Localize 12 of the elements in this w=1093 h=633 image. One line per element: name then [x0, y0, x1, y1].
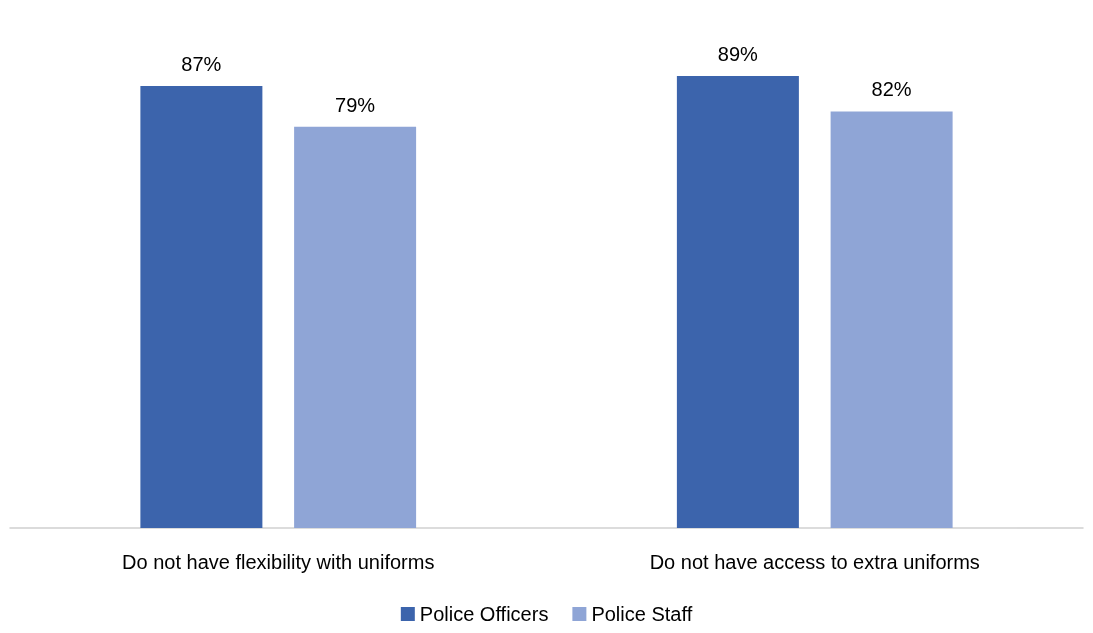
x-tick-label: Do not have access to extra uniforms [649, 551, 980, 573]
bar [294, 126, 417, 528]
data-label: 89% [717, 42, 759, 65]
data-label: 79% [335, 93, 376, 116]
data-label: 82% [871, 78, 912, 101]
bar [676, 75, 799, 528]
bar [830, 111, 953, 528]
legend-label: Police Staff [591, 603, 693, 625]
bar [140, 86, 263, 528]
data-label: 87% [181, 53, 222, 76]
x-tick-label: Do not have flexibility with uniforms [122, 551, 435, 573]
legend-label: Police Officers [419, 603, 549, 625]
